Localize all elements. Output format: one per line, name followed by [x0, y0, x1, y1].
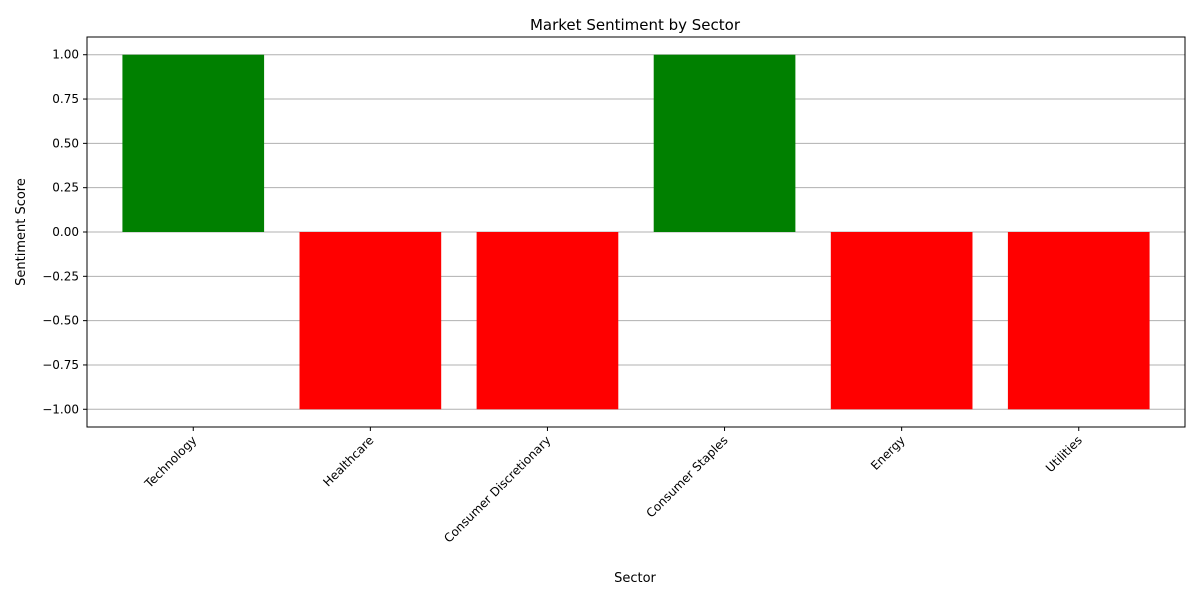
x-tick-label: Energy	[868, 433, 908, 473]
y-tick-label: −0.50	[42, 314, 79, 328]
y-tick-label: 0.25	[52, 181, 79, 195]
bar-healthcare	[299, 232, 442, 410]
x-tick-label: Healthcare	[320, 433, 376, 489]
y-tick-label: 0.50	[52, 136, 79, 150]
y-tick-label: 0.00	[52, 225, 79, 239]
y-tick-label: −1.00	[42, 402, 79, 416]
y-axis-label: Sentiment Score	[14, 178, 29, 286]
grid-lines	[87, 54, 1185, 410]
x-tick-label: Utilities	[1043, 433, 1085, 475]
x-tick-label: Consumer Discretionary	[441, 433, 553, 545]
x-axis-label: Sector	[614, 571, 656, 586]
bar-consumer-discretionary	[476, 232, 619, 410]
x-tick-label: Consumer Staples	[644, 433, 731, 520]
y-tick-label: 1.00	[52, 48, 79, 62]
y-tick-label: 0.75	[52, 92, 79, 106]
bar-consumer-staples	[653, 54, 796, 233]
y-axis-ticks: −1.00 −0.75 −0.50 −0.25 0.00 0.25 0.50 0.75 1.00	[42, 48, 87, 416]
x-tick-label: Technology	[141, 433, 199, 491]
y-tick-label: −0.75	[42, 358, 79, 372]
chart-title: Market Sentiment by Sector	[530, 16, 741, 34]
bar-energy	[830, 232, 973, 410]
bars	[122, 54, 1150, 410]
y-tick-label: −0.25	[42, 269, 79, 283]
x-axis-ticks: Technology Healthcare Consumer Discretiona…	[141, 427, 1085, 546]
bar-utilities	[1007, 232, 1150, 410]
bar-technology	[122, 54, 265, 233]
